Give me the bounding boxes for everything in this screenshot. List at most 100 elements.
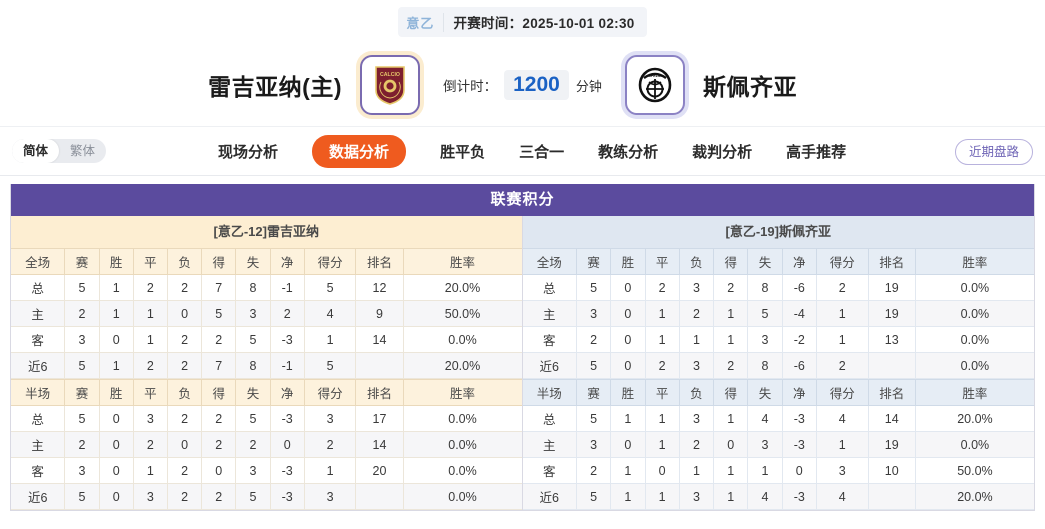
table-row: 总 5 0 2 3 2 8 -6 2 19 0.0% xyxy=(522,274,1034,301)
column-header: 得分 xyxy=(816,248,869,275)
row-scope-label: 近6 xyxy=(11,483,66,510)
table-header-row: 半场赛胜平负得失净得分 排名 胜率 xyxy=(11,379,522,406)
home-standings-side: [意乙-12]雷吉亚纳 全场赛胜平负得失净得分 排名 胜率总 5 1 2 2 7 8 -1 5 12 2… xyxy=(11,216,523,510)
column-header: 半场 xyxy=(522,379,577,406)
table-cell: 0.0% xyxy=(403,483,522,510)
table-cell: 2 xyxy=(201,326,237,353)
table-cell: 4 xyxy=(304,300,357,327)
table-cell: 9 xyxy=(355,300,404,327)
table-cell: 0 xyxy=(270,431,305,458)
table-row: 客 2 1 0 1 1 1 0 3 10 50.0% xyxy=(522,457,1034,484)
table-cell: 19 xyxy=(868,431,916,458)
table-cell: 0 xyxy=(713,431,749,458)
table-cell: 5 xyxy=(201,300,237,327)
lang-option-traditional[interactable]: 繁体 xyxy=(70,144,96,158)
table-cell: 0 xyxy=(99,457,134,484)
table-cell: 2 xyxy=(576,326,612,353)
nav-item-expert-picks[interactable]: 高手推荐 xyxy=(786,143,847,161)
table-cell: -1 xyxy=(270,352,305,379)
column-header: 失 xyxy=(747,379,783,406)
row-scope-label: 客 xyxy=(522,457,577,484)
column-header: 净 xyxy=(270,379,305,406)
column-header: 平 xyxy=(133,248,168,275)
nav-item-data-analysis[interactable]: 数据分析 xyxy=(312,134,407,168)
nav-item-three-in-one[interactable]: 三合一 xyxy=(519,143,565,161)
table-cell: 0 xyxy=(610,326,646,353)
lang-option-simplified[interactable]: 简体 xyxy=(12,139,60,163)
home-team-block[interactable]: 雷吉亚纳(主) CALCIO xyxy=(0,55,432,115)
table-cell: 1 xyxy=(645,326,680,353)
column-header: 胜率 xyxy=(403,379,522,406)
table-cell: 2 xyxy=(167,274,203,301)
column-header: 负 xyxy=(679,248,715,275)
panel-title: 联赛积分 xyxy=(11,184,1034,216)
column-header: 排名 xyxy=(868,379,916,406)
table-cell: 2 xyxy=(64,431,100,458)
table-cell: 0.0% xyxy=(403,457,522,484)
table-cell: 1 xyxy=(816,326,869,353)
table-cell: 1 xyxy=(713,457,749,484)
main-nav-bar: 简体 繁体 现场分析 数据分析 胜平负 三合一 教练分析 裁判分析 高手推荐 近… xyxy=(0,126,1045,176)
table-cell: 1 xyxy=(133,457,168,484)
table-cell: 1 xyxy=(99,352,134,379)
table-cell: 5 xyxy=(235,483,271,510)
column-header: 负 xyxy=(679,379,715,406)
table-row: 总 5 1 1 3 1 4 -3 4 14 20.0% xyxy=(522,405,1034,432)
table-cell: 3 xyxy=(747,326,783,353)
table-row: 总 5 1 2 2 7 8 -1 5 12 20.0% xyxy=(11,274,522,301)
match-time-bar: 意乙 开赛时间：2025-10-01 02:30 xyxy=(0,0,1045,44)
table-cell: 0 xyxy=(167,431,203,458)
table-cell: 3 xyxy=(679,274,715,301)
nav-item-win-draw-loss[interactable]: 胜平负 xyxy=(440,143,486,161)
table-cell: 20.0% xyxy=(915,405,1034,432)
table-cell: 2 xyxy=(713,274,749,301)
table-cell: 0 xyxy=(99,326,134,353)
table-cell: 2 xyxy=(167,405,203,432)
nav-item-referee-analysis[interactable]: 裁判分析 xyxy=(692,143,753,161)
nav-item-coach-analysis[interactable]: 教练分析 xyxy=(598,143,659,161)
table-cell: 0 xyxy=(610,431,646,458)
standings-split: [意乙-12]雷吉亚纳 全场赛胜平负得失净得分 排名 胜率总 5 1 2 2 7 8 -1 5 12 2… xyxy=(11,216,1034,510)
table-cell: 8 xyxy=(747,274,783,301)
away-standings-side: [意乙-19]斯佩齐亚 全场赛胜平负得失净得分 排名 胜率总 5 0 2 3 2 8 -6 2 19 0… xyxy=(522,216,1034,510)
column-header: 胜率 xyxy=(403,248,522,275)
table-cell: 2 xyxy=(816,352,869,379)
table-header-row: 全场赛胜平负得失净得分 排名 胜率 xyxy=(11,248,522,275)
column-header: 失 xyxy=(235,379,271,406)
table-row: 近6 5 0 3 2 2 5 -3 3 0.0% xyxy=(11,483,522,510)
table-cell: 2 xyxy=(270,300,305,327)
nav-item-live-analysis[interactable]: 现场分析 xyxy=(218,143,279,161)
home-halftime-table: 半场赛胜平负得失净得分 排名 胜率总 5 0 3 2 2 5 -3 3 17 0.0% 主 2 0 2 0 2 2 0 2… xyxy=(11,379,522,510)
table-cell: 5 xyxy=(235,326,271,353)
column-header: 全场 xyxy=(11,248,66,275)
table-cell: 10 xyxy=(868,457,916,484)
column-header: 得分 xyxy=(816,379,869,406)
table-cell: 20 xyxy=(355,457,404,484)
table-cell: -3 xyxy=(270,405,305,432)
language-toggle[interactable]: 简体 繁体 xyxy=(12,139,107,163)
spezia-crest-icon: SPEZIA xyxy=(625,55,685,115)
table-cell: 0.0% xyxy=(915,300,1034,327)
table-cell: 3 xyxy=(679,405,715,432)
table-cell: 1 xyxy=(747,457,783,484)
table-cell: -6 xyxy=(782,352,817,379)
table-cell: 4 xyxy=(747,483,783,510)
row-scope-label: 客 xyxy=(522,326,577,353)
table-cell: 13 xyxy=(868,326,916,353)
column-header: 胜率 xyxy=(915,379,1034,406)
table-cell: 5 xyxy=(64,405,100,432)
row-scope-label: 近6 xyxy=(522,483,577,510)
table-cell: 12 xyxy=(355,274,404,301)
table-cell: 1 xyxy=(99,300,134,327)
recent-odds-button[interactable]: 近期盘路 xyxy=(954,139,1033,165)
away-team-block[interactable]: SPEZIA 斯佩齐亚 xyxy=(613,55,1045,115)
table-cell: 2 xyxy=(201,431,237,458)
teams-row: 雷吉亚纳(主) CALCIO 倒计时： 1200 分钟 SPEZIA xyxy=(0,44,1045,126)
table-row: 主 3 0 1 2 0 3 -3 1 19 0.0% xyxy=(522,431,1034,458)
column-header: 胜 xyxy=(99,248,134,275)
table-row: 总 5 0 3 2 2 5 -3 3 17 0.0% xyxy=(11,405,522,432)
table-cell: 1 xyxy=(133,326,168,353)
column-header: 排名 xyxy=(355,248,404,275)
table-cell: 3 xyxy=(576,431,612,458)
table-cell: 0.0% xyxy=(403,326,522,353)
